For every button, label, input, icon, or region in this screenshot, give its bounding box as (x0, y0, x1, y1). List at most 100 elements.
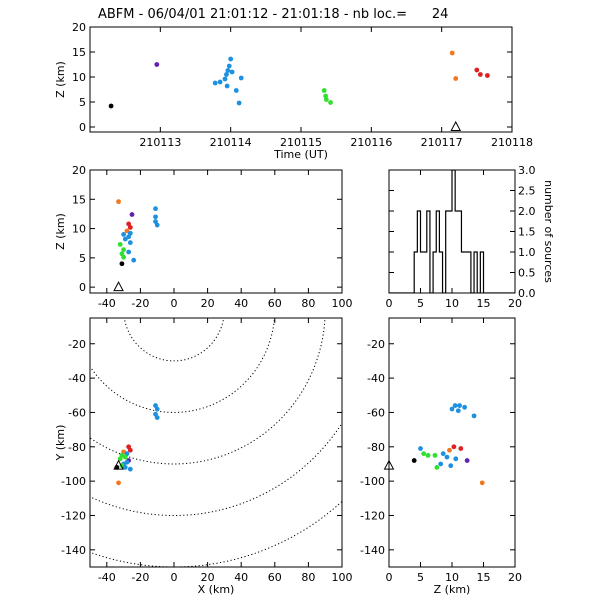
x-y-panel: -40 -20 0 20 40 60 80 100 -140 -120 -100 -80 -60 -40 -… (54, 317, 353, 596)
data-point (477, 72, 483, 77)
time-z-panel: 210113 210114 210115 210116 210117 210118 0 5 10… (54, 21, 533, 161)
x-tick-label: -40 (98, 297, 116, 310)
x-axis-title: Time (UT) (273, 148, 328, 161)
y-tick-label: 0 (79, 281, 86, 294)
station-marker (113, 459, 124, 470)
y-axis-title: Z (km) (54, 213, 67, 250)
data-point (153, 206, 158, 212)
y-tick-label: -40 (367, 372, 385, 385)
x-tick-label: 10 (445, 571, 459, 584)
x-tick-label: 210118 (491, 136, 533, 149)
data-point (212, 80, 218, 86)
y-tick-label: -140 (61, 544, 86, 557)
x-tick-label: 210115 (280, 136, 322, 149)
y-axis-title: Z (km) (54, 61, 67, 98)
data-point (122, 236, 128, 242)
data-point (228, 56, 234, 62)
data-point (444, 454, 450, 460)
data-point (153, 214, 158, 220)
y-tick-label: 5 (79, 252, 86, 265)
x-tick-label: 5 (417, 297, 424, 310)
data-point (226, 63, 232, 69)
y-tick-label: 0.0 (518, 287, 536, 300)
y-axis-title: Y (km) (54, 425, 67, 462)
data-point (225, 68, 231, 73)
x-tick-label: -20 (131, 297, 149, 310)
x-tick-label: 210113 (139, 136, 181, 149)
data-point (127, 225, 133, 230)
data-point (154, 222, 160, 228)
data-point (117, 456, 123, 462)
data-point (217, 79, 223, 85)
x-axis-title: Z (km) (434, 583, 471, 596)
data-point (224, 72, 229, 77)
data-point (453, 76, 459, 81)
x-tick-label: 0 (386, 571, 393, 584)
data-point (121, 254, 126, 260)
data-point (457, 403, 462, 408)
y-tick-label: 1.5 (518, 226, 536, 239)
y-tick-label: 3.0 (518, 164, 536, 177)
data-point (448, 463, 454, 469)
y-axis-title: number of sources (542, 180, 555, 283)
y-tick-label: -100 (61, 475, 86, 488)
data-point (129, 212, 135, 217)
x-tick-label: 60 (268, 571, 282, 584)
axes-frame (89, 26, 513, 133)
data-point (484, 73, 490, 78)
figure-title: ABFM - 06/04/01 21:01:12 - 21:01:18 - nb… (98, 7, 448, 22)
axes-frame (89, 169, 343, 294)
data-point (449, 50, 455, 56)
data-point (462, 404, 467, 410)
x-tick-label: 20 (201, 571, 215, 584)
x-tick-label: 0 (171, 571, 178, 584)
y-tick-label: -20 (367, 338, 385, 351)
y-tick-label: 2.5 (518, 185, 536, 198)
x-tick-label: 60 (268, 297, 282, 310)
y-tick-label: -40 (68, 372, 86, 385)
data-point (121, 232, 126, 237)
data-point (328, 100, 333, 105)
data-point (440, 451, 446, 457)
data-point (229, 69, 235, 75)
range-circle (123, 318, 225, 362)
z-histogram-panel: 0 5 10 15 200.0 0.5 1.0 1.5 2.0 2.5 3.0 number of s… (386, 164, 556, 310)
x-tick-label: 80 (301, 571, 315, 584)
data-point (116, 199, 121, 205)
data-point (411, 458, 417, 463)
data-point (425, 452, 431, 458)
data-point (323, 97, 329, 102)
data-point (154, 406, 160, 412)
y-tick-label: -140 (360, 544, 385, 557)
data-point (126, 249, 132, 255)
plot-area (389, 170, 515, 293)
data-point (126, 234, 132, 240)
y-tick-label: -20 (68, 338, 86, 351)
x-tick-label: 40 (234, 297, 248, 310)
data-point (434, 465, 440, 470)
data-point (236, 100, 242, 106)
data-point (238, 75, 244, 81)
data-point (121, 247, 126, 253)
data-point (455, 408, 461, 414)
data-point (119, 261, 125, 267)
axes-frame (388, 317, 516, 568)
y-tick-label: 1.0 (518, 246, 536, 259)
plot-area (116, 199, 160, 267)
x-tick-label: 80 (301, 297, 315, 310)
data-point (451, 444, 457, 450)
data-point (108, 103, 114, 109)
data-point (116, 480, 121, 486)
plot-area (411, 403, 485, 486)
y-tick-label: 2.0 (518, 205, 536, 218)
y-tick-label: 15 (72, 46, 86, 59)
x-tick-label: 210117 (421, 136, 463, 149)
station-marker (113, 281, 124, 292)
y-tick-label: -60 (367, 406, 385, 419)
y-tick-label: -60 (68, 406, 86, 419)
data-point (154, 62, 160, 67)
x-tick-label: 10 (445, 297, 459, 310)
x-tick-label: 100 (332, 297, 353, 310)
y-tick-label: 5 (79, 96, 86, 109)
data-point (127, 240, 133, 246)
